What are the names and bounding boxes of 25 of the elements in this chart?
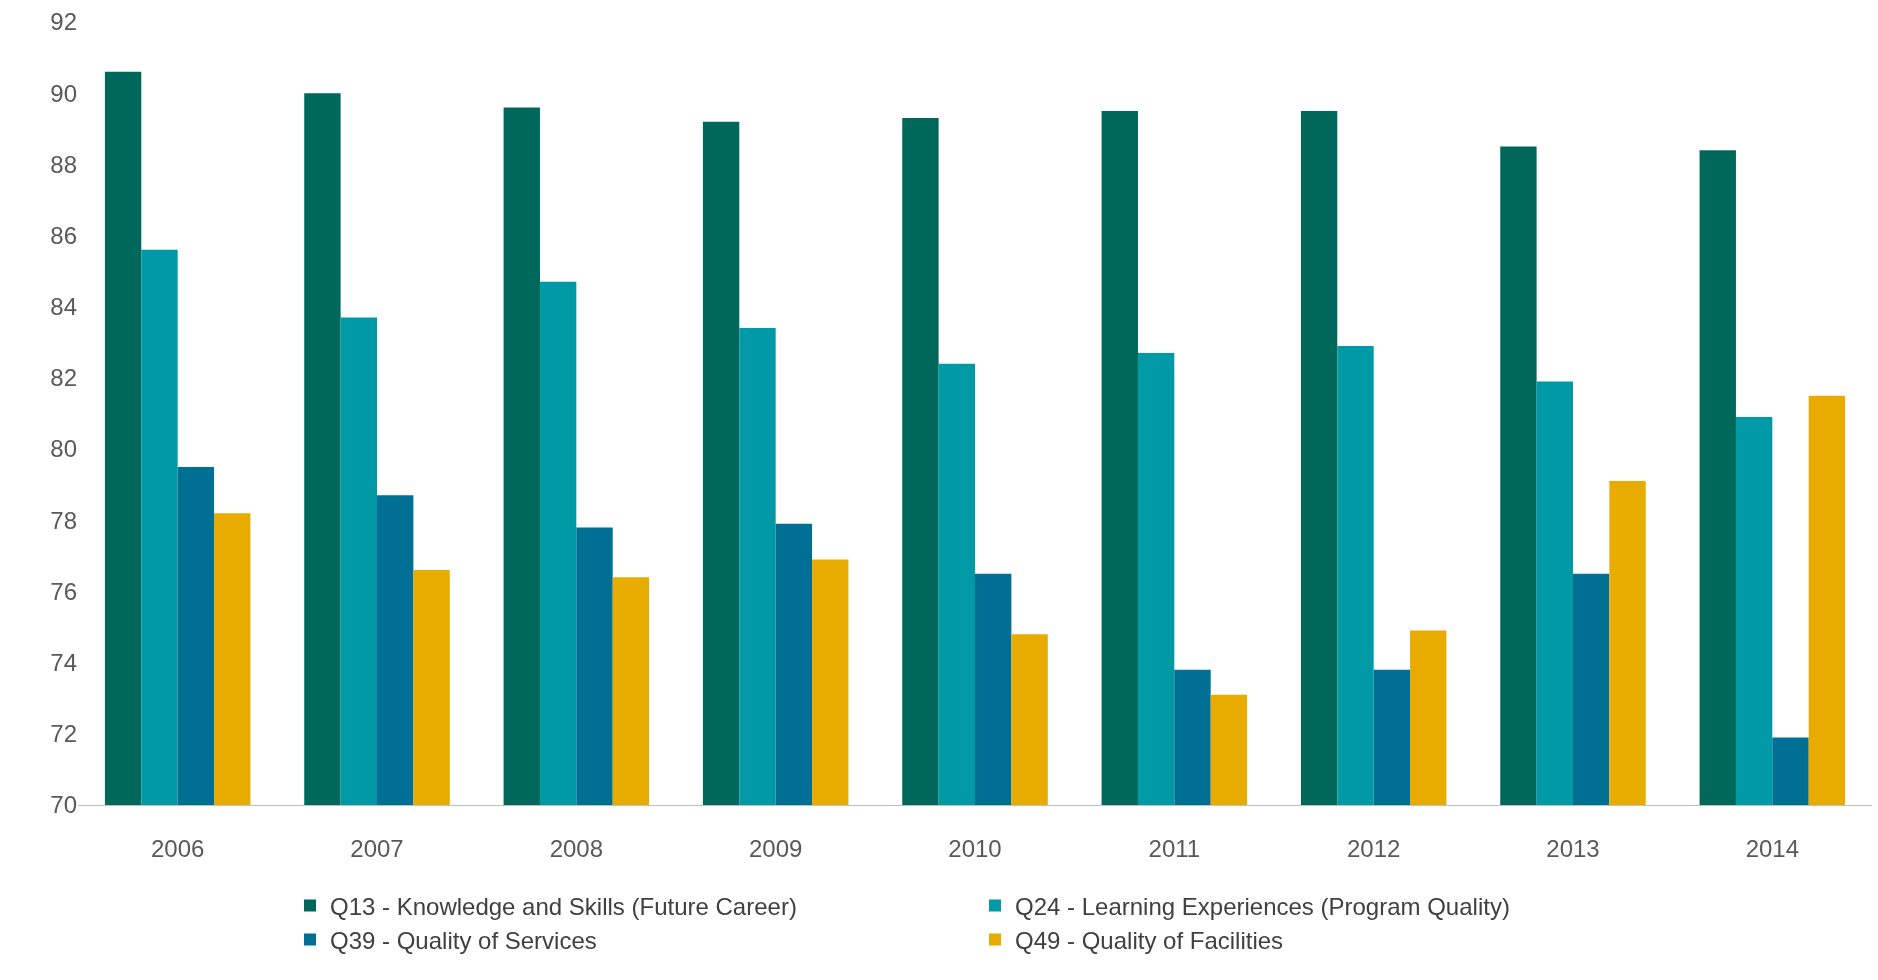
x-tick-label: 2006 xyxy=(150,834,205,862)
y-tick-label: 84 xyxy=(50,293,77,321)
y-tick-label: 70 xyxy=(50,791,77,819)
x-tick-label: 2012 xyxy=(1346,834,1401,862)
legend-label: Q24 - Learning Experiences (Program Quality) xyxy=(1015,892,1510,920)
legend-label: Q13 - Knowledge and Skills (Future Career) xyxy=(330,892,797,920)
y-tick-label: 80 xyxy=(50,435,77,463)
x-tick-label: 2011 xyxy=(1148,834,1201,862)
x-tick-label: 2014 xyxy=(1745,834,1800,862)
y-tick-label: 86 xyxy=(50,221,77,249)
y-tick-label: 92 xyxy=(50,8,77,36)
x-tick-label: 2013 xyxy=(1546,834,1600,862)
x-tick-label: 2007 xyxy=(350,834,404,862)
y-tick-label: 76 xyxy=(50,577,77,605)
x-tick-label: 2010 xyxy=(948,834,1002,862)
y-tick-label: 72 xyxy=(50,720,77,748)
x-tick-label: 2008 xyxy=(549,834,604,862)
y-tick-label: 78 xyxy=(50,506,77,534)
y-tick-label: 82 xyxy=(50,364,77,392)
legend-label: Q49 - Quality of Facilities xyxy=(1015,926,1284,954)
y-tick-label: 88 xyxy=(50,150,77,178)
legend-label: Q39 - Quality of Services xyxy=(330,926,597,954)
y-tick-label: 90 xyxy=(50,79,77,107)
y-tick-label: 74 xyxy=(50,649,77,677)
x-tick-label: 2009 xyxy=(748,834,803,862)
